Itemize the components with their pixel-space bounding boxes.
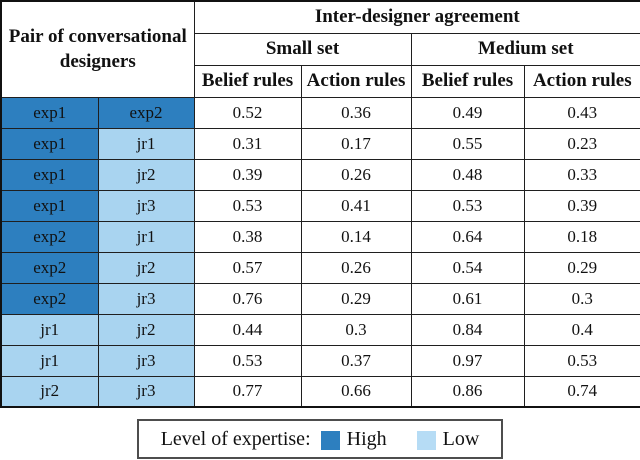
value-cell: 0.26 bbox=[300, 251, 412, 284]
legend-low-swatch bbox=[416, 430, 436, 450]
agreement-table: Pair of conversational designers Inter-d… bbox=[0, 0, 640, 408]
medium-belief-header: Belief rules bbox=[410, 64, 525, 98]
pair-cell: jr2 bbox=[97, 313, 195, 346]
value-cell: 0.53 bbox=[523, 344, 640, 377]
legend-high-label: High bbox=[346, 427, 387, 450]
value-cell: 0.33 bbox=[523, 158, 640, 191]
value-cell: 0.77 bbox=[193, 375, 302, 408]
value-cell: 0.17 bbox=[300, 127, 412, 160]
pair-cell: jr2 bbox=[0, 375, 99, 408]
pair-cell: exp1 bbox=[0, 189, 99, 222]
small-action-header: Action rules bbox=[300, 64, 412, 98]
pair-cell: jr3 bbox=[97, 189, 195, 222]
value-cell: 0.49 bbox=[410, 96, 525, 129]
small-set-header: Small set bbox=[193, 32, 412, 66]
value-cell: 0.4 bbox=[523, 313, 640, 346]
value-cell: 0.97 bbox=[410, 344, 525, 377]
legend-low-label: Low bbox=[442, 427, 480, 450]
pair-cell: jr1 bbox=[97, 220, 195, 253]
value-cell: 0.61 bbox=[410, 282, 525, 315]
table-header: Pair of conversational designers Inter-d… bbox=[0, 0, 640, 98]
expertise-legend: Level of expertise: High Low bbox=[136, 419, 504, 459]
group-header-cell: Inter-designer agreement bbox=[193, 0, 640, 34]
legend-label: Level of expertise: bbox=[160, 427, 311, 450]
medium-action-header: Action rules bbox=[523, 64, 640, 98]
value-cell: 0.31 bbox=[193, 127, 302, 160]
value-cell: 0.76 bbox=[193, 282, 302, 315]
medium-set-header: Medium set bbox=[410, 32, 640, 66]
pair-cell: jr1 bbox=[0, 313, 99, 346]
value-cell: 0.29 bbox=[523, 251, 640, 284]
value-cell: 0.64 bbox=[410, 220, 525, 253]
pair-header-cell: Pair of conversational designers bbox=[0, 0, 195, 98]
value-cell: 0.36 bbox=[300, 96, 412, 129]
value-cell: 0.53 bbox=[193, 344, 302, 377]
table-row: exp1 jr1 0.31 0.17 0.55 0.23 bbox=[0, 127, 640, 160]
table-row: exp2 jr2 0.57 0.26 0.54 0.29 bbox=[0, 251, 640, 284]
pair-cell: jr3 bbox=[97, 282, 195, 315]
value-cell: 0.52 bbox=[193, 96, 302, 129]
value-cell: 0.37 bbox=[300, 344, 412, 377]
pair-cell: exp2 bbox=[97, 96, 195, 129]
value-cell: 0.39 bbox=[523, 189, 640, 222]
table-row: exp1 jr2 0.39 0.26 0.48 0.33 bbox=[0, 158, 640, 191]
value-cell: 0.57 bbox=[193, 251, 302, 284]
table-row: exp2 jr1 0.38 0.14 0.64 0.18 bbox=[0, 220, 640, 253]
value-cell: 0.41 bbox=[300, 189, 412, 222]
pair-cell: exp1 bbox=[0, 158, 99, 191]
pair-cell: jr3 bbox=[97, 344, 195, 377]
value-cell: 0.84 bbox=[410, 313, 525, 346]
value-cell: 0.38 bbox=[193, 220, 302, 253]
value-cell: 0.66 bbox=[300, 375, 412, 408]
pair-cell: exp2 bbox=[0, 282, 99, 315]
value-cell: 0.26 bbox=[300, 158, 412, 191]
table-row: jr1 jr2 0.44 0.3 0.84 0.4 bbox=[0, 313, 640, 346]
table-row: exp2 jr3 0.76 0.29 0.61 0.3 bbox=[0, 282, 640, 315]
pair-cell: jr1 bbox=[0, 344, 99, 377]
table-row: jr2 jr3 0.77 0.66 0.86 0.74 bbox=[0, 375, 640, 408]
value-cell: 0.29 bbox=[300, 282, 412, 315]
table-row: jr1 jr3 0.53 0.37 0.97 0.53 bbox=[0, 344, 640, 377]
value-cell: 0.3 bbox=[523, 282, 640, 315]
pair-cell: exp2 bbox=[0, 220, 99, 253]
value-cell: 0.23 bbox=[523, 127, 640, 160]
pair-cell: jr2 bbox=[97, 158, 195, 191]
header-row-group: Pair of conversational designers Inter-d… bbox=[0, 0, 640, 98]
pair-cell: exp2 bbox=[0, 251, 99, 284]
pair-cell: jr1 bbox=[97, 127, 195, 160]
small-belief-header: Belief rules bbox=[193, 64, 302, 98]
value-cell: 0.3 bbox=[300, 313, 412, 346]
pair-cell: exp1 bbox=[0, 127, 99, 160]
value-cell: 0.53 bbox=[193, 189, 302, 222]
value-cell: 0.18 bbox=[523, 220, 640, 253]
value-cell: 0.86 bbox=[410, 375, 525, 408]
value-cell: 0.54 bbox=[410, 251, 525, 284]
value-cell: 0.14 bbox=[300, 220, 412, 253]
pair-cell: jr3 bbox=[97, 375, 195, 408]
value-cell: 0.43 bbox=[523, 96, 640, 129]
value-cell: 0.55 bbox=[410, 127, 525, 160]
table-row: exp1 jr3 0.53 0.41 0.53 0.39 bbox=[0, 189, 640, 222]
value-cell: 0.74 bbox=[523, 375, 640, 408]
value-cell: 0.44 bbox=[193, 313, 302, 346]
pair-cell: jr2 bbox=[97, 251, 195, 284]
header-row-sets: Small set Medium set bbox=[1, 32, 640, 66]
pair-cell: exp1 bbox=[0, 96, 99, 129]
table-row: exp1 exp2 0.52 0.36 0.49 0.43 bbox=[0, 96, 640, 129]
legend-high-swatch bbox=[320, 430, 340, 450]
value-cell: 0.53 bbox=[410, 189, 525, 222]
value-cell: 0.39 bbox=[193, 158, 302, 191]
table-body: exp1 exp2 0.52 0.36 0.49 0.43 exp1 jr1 0… bbox=[0, 96, 640, 408]
value-cell: 0.48 bbox=[410, 158, 525, 191]
legend-container: Level of expertise: High Low bbox=[0, 419, 640, 459]
